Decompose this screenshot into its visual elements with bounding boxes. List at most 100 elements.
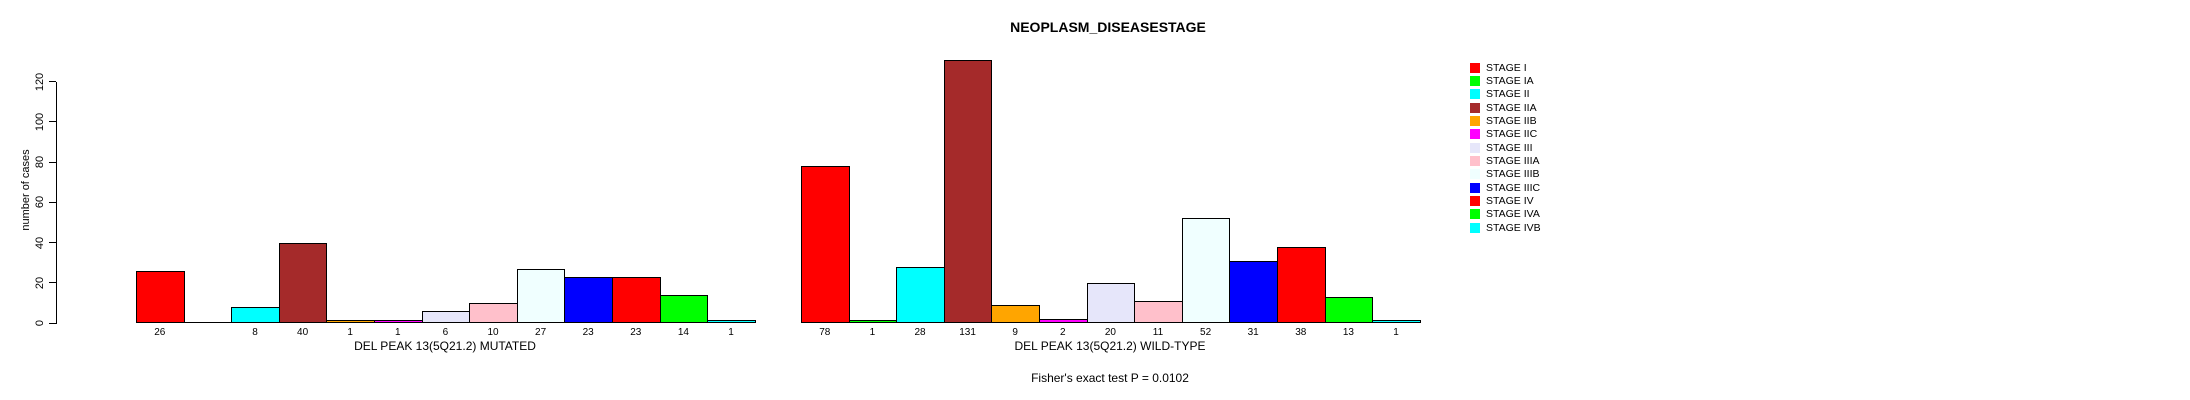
legend-color-swatch: [1470, 156, 1480, 167]
bar-count-label: 1: [347, 327, 353, 338]
y-axis-tick: [49, 161, 56, 163]
bar-stage-iia: [943, 60, 993, 323]
legend-color-swatch: [1470, 89, 1480, 100]
legend-item-stage-iic: STAGE IIC: [1470, 128, 1541, 141]
legend-item-stage-iia: STAGE IIA: [1470, 101, 1541, 114]
bar-count-label: 1: [869, 327, 876, 338]
bar-count-label: 1: [1393, 327, 1399, 338]
bar-stage-ia: [848, 320, 898, 323]
y-axis-tick: [49, 242, 56, 244]
legend-color-swatch: [1470, 209, 1480, 220]
bar-stage-iib: [326, 320, 375, 323]
bar-stage-iii: [421, 311, 471, 323]
legend-label: STAGE IIIB: [1486, 168, 1540, 181]
bar-stage-iva: [1324, 297, 1374, 323]
bar-stage-iib: [991, 305, 1040, 323]
legend-label: STAGE IIC: [1486, 128, 1538, 141]
bar-stage-ivb: [1372, 320, 1421, 323]
legend-label: STAGE IVB: [1486, 221, 1541, 234]
legend-label: STAGE II: [1486, 88, 1530, 101]
chart-title: NEOPLASM_DISEASESTAGE: [1010, 19, 1206, 35]
bar-stage-iiib: [1181, 218, 1231, 323]
bar-stage-iiic: [1229, 261, 1278, 323]
legend-label: STAGE IA: [1486, 75, 1534, 88]
bar-count-label: 8: [252, 327, 258, 338]
bar-count-label: 13: [1342, 327, 1354, 338]
legend-item-stage-i: STAGE I: [1470, 61, 1541, 74]
y-axis-title: number of cases: [20, 149, 32, 231]
y-axis-tick-label: 120: [34, 72, 46, 91]
bar-count-label: 1: [395, 327, 401, 338]
legend-color-swatch: [1470, 196, 1480, 207]
x-axis-group-label-mutated: DEL PEAK 13(5Q21.2) MUTATED: [354, 339, 536, 353]
bar-count-label: 6: [442, 327, 449, 338]
legend-label: STAGE IV: [1486, 195, 1534, 208]
legend-label: STAGE IVA: [1486, 208, 1540, 221]
bar-stage-iii: [1086, 283, 1136, 323]
y-axis-tick: [49, 81, 56, 83]
legend-label: STAGE I: [1486, 61, 1527, 74]
bar-count-label: 10: [487, 327, 499, 338]
bar-stage-iiib: [516, 269, 566, 323]
y-axis-tick: [49, 121, 56, 123]
bar-count-label: 52: [1200, 327, 1212, 338]
bar-count-label: 9: [1012, 327, 1018, 338]
y-axis-tick-label: 20: [34, 276, 46, 289]
legend-item-stage-ia: STAGE IA: [1470, 74, 1541, 87]
bar-count-label: 23: [582, 327, 594, 338]
legend-label: STAGE IIIC: [1486, 181, 1541, 194]
y-axis-line: [56, 82, 57, 324]
bar-stage-i: [801, 166, 850, 323]
legend-item-stage-iiic: STAGE IIIC: [1470, 181, 1541, 194]
legend-item-stage-iib: STAGE IIB: [1470, 114, 1541, 127]
legend-color-swatch: [1470, 62, 1480, 73]
bar-stage-iiia: [469, 303, 518, 323]
bar-stage-iic: [374, 320, 423, 323]
legend-label: STAGE IIA: [1486, 101, 1537, 114]
bar-count-label: 14: [677, 327, 689, 338]
legend-color-swatch: [1470, 129, 1480, 140]
bar-stage-iiia: [1134, 301, 1183, 323]
y-axis-tick: [49, 282, 56, 284]
bar-stage-ivb: [707, 320, 756, 323]
legend-color-swatch: [1470, 102, 1480, 113]
bar-count-label: 23: [630, 327, 642, 338]
y-axis-tick-label: 0: [34, 319, 46, 327]
bar-stage-i: [136, 271, 185, 323]
bar-stage-ii: [896, 267, 945, 323]
bar-count-label: 11: [1152, 327, 1164, 338]
bar-count-label: 28: [914, 327, 926, 338]
legend-label: STAGE IIIA: [1486, 155, 1540, 168]
bar-stage-iia: [278, 243, 328, 323]
y-axis-tick-label: 40: [34, 236, 46, 249]
y-axis-tick-label: 100: [34, 112, 46, 132]
legend-item-stage-ivb: STAGE IVB: [1470, 221, 1541, 234]
legend-color-swatch: [1470, 182, 1480, 193]
legend: STAGE I STAGE IA STAGE II STAGE IIA STAGE II…: [1470, 61, 1541, 234]
legend-color-swatch: [1470, 76, 1480, 87]
bar-stage-iv: [1277, 247, 1326, 323]
legend-label: STAGE IIB: [1486, 115, 1537, 128]
bar-count-label: 40: [297, 327, 309, 338]
y-axis-tick-label: 80: [34, 156, 46, 169]
y-axis-tick: [49, 201, 56, 203]
bar-stage-ii: [231, 307, 280, 323]
legend-color-swatch: [1470, 169, 1480, 180]
bar-stage-iva: [659, 295, 709, 323]
legend-item-stage-ii: STAGE II: [1470, 88, 1541, 101]
legend-label: STAGE III: [1486, 141, 1533, 154]
legend-item-stage-iiib: STAGE IIIB: [1470, 168, 1541, 181]
bar-stage-iic: [1039, 319, 1088, 323]
bar-count-label: 31: [1247, 327, 1259, 338]
bar-count-label: 26: [154, 327, 166, 338]
legend-color-swatch: [1470, 142, 1480, 153]
legend-color-swatch: [1470, 222, 1480, 233]
bar-stage-iiic: [564, 277, 613, 323]
bar-count-label: 131: [959, 327, 976, 338]
bar-count-label: 38: [1295, 327, 1307, 338]
bar-count-label: 78: [819, 327, 831, 338]
x-axis-group-label-wildtype: DEL PEAK 13(5Q21.2) WILD-TYPE: [1014, 339, 1206, 353]
bar-stage-iv: [612, 277, 661, 323]
fisher-test-annotation: Fisher's exact test P = 0.0102: [1031, 371, 1189, 385]
